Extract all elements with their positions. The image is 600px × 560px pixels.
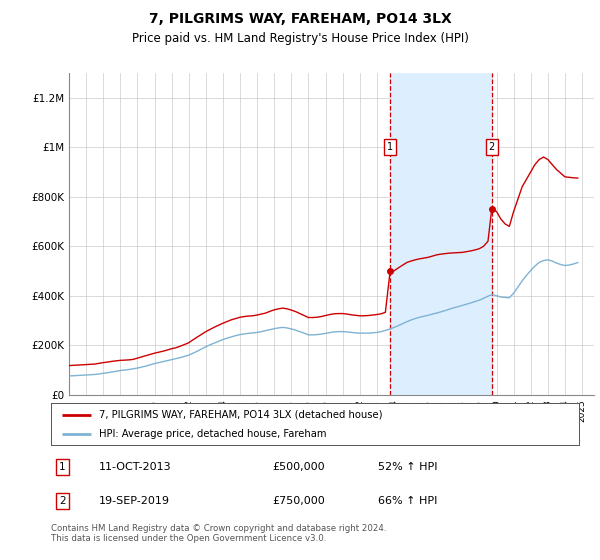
Text: 1: 1 (59, 462, 66, 472)
Text: 7, PILGRIMS WAY, FAREHAM, PO14 3LX: 7, PILGRIMS WAY, FAREHAM, PO14 3LX (149, 12, 451, 26)
Text: 19-SEP-2019: 19-SEP-2019 (98, 496, 170, 506)
Bar (390, 73, 492, 395)
Text: £750,000: £750,000 (273, 496, 326, 506)
Text: HPI: Average price, detached house, Fareham: HPI: Average price, detached house, Fare… (98, 429, 326, 439)
Text: 52% ↑ HPI: 52% ↑ HPI (379, 462, 438, 472)
Text: 66% ↑ HPI: 66% ↑ HPI (379, 496, 438, 506)
Text: 11-OCT-2013: 11-OCT-2013 (98, 462, 171, 472)
Text: 1: 1 (387, 142, 393, 152)
Text: 2: 2 (59, 496, 66, 506)
Text: 7, PILGRIMS WAY, FAREHAM, PO14 3LX (detached house): 7, PILGRIMS WAY, FAREHAM, PO14 3LX (deta… (98, 409, 382, 419)
Text: 2: 2 (488, 142, 495, 152)
Text: Contains HM Land Registry data © Crown copyright and database right 2024.
This d: Contains HM Land Registry data © Crown c… (51, 524, 386, 543)
Text: Price paid vs. HM Land Registry's House Price Index (HPI): Price paid vs. HM Land Registry's House … (131, 32, 469, 45)
Text: £500,000: £500,000 (273, 462, 325, 472)
